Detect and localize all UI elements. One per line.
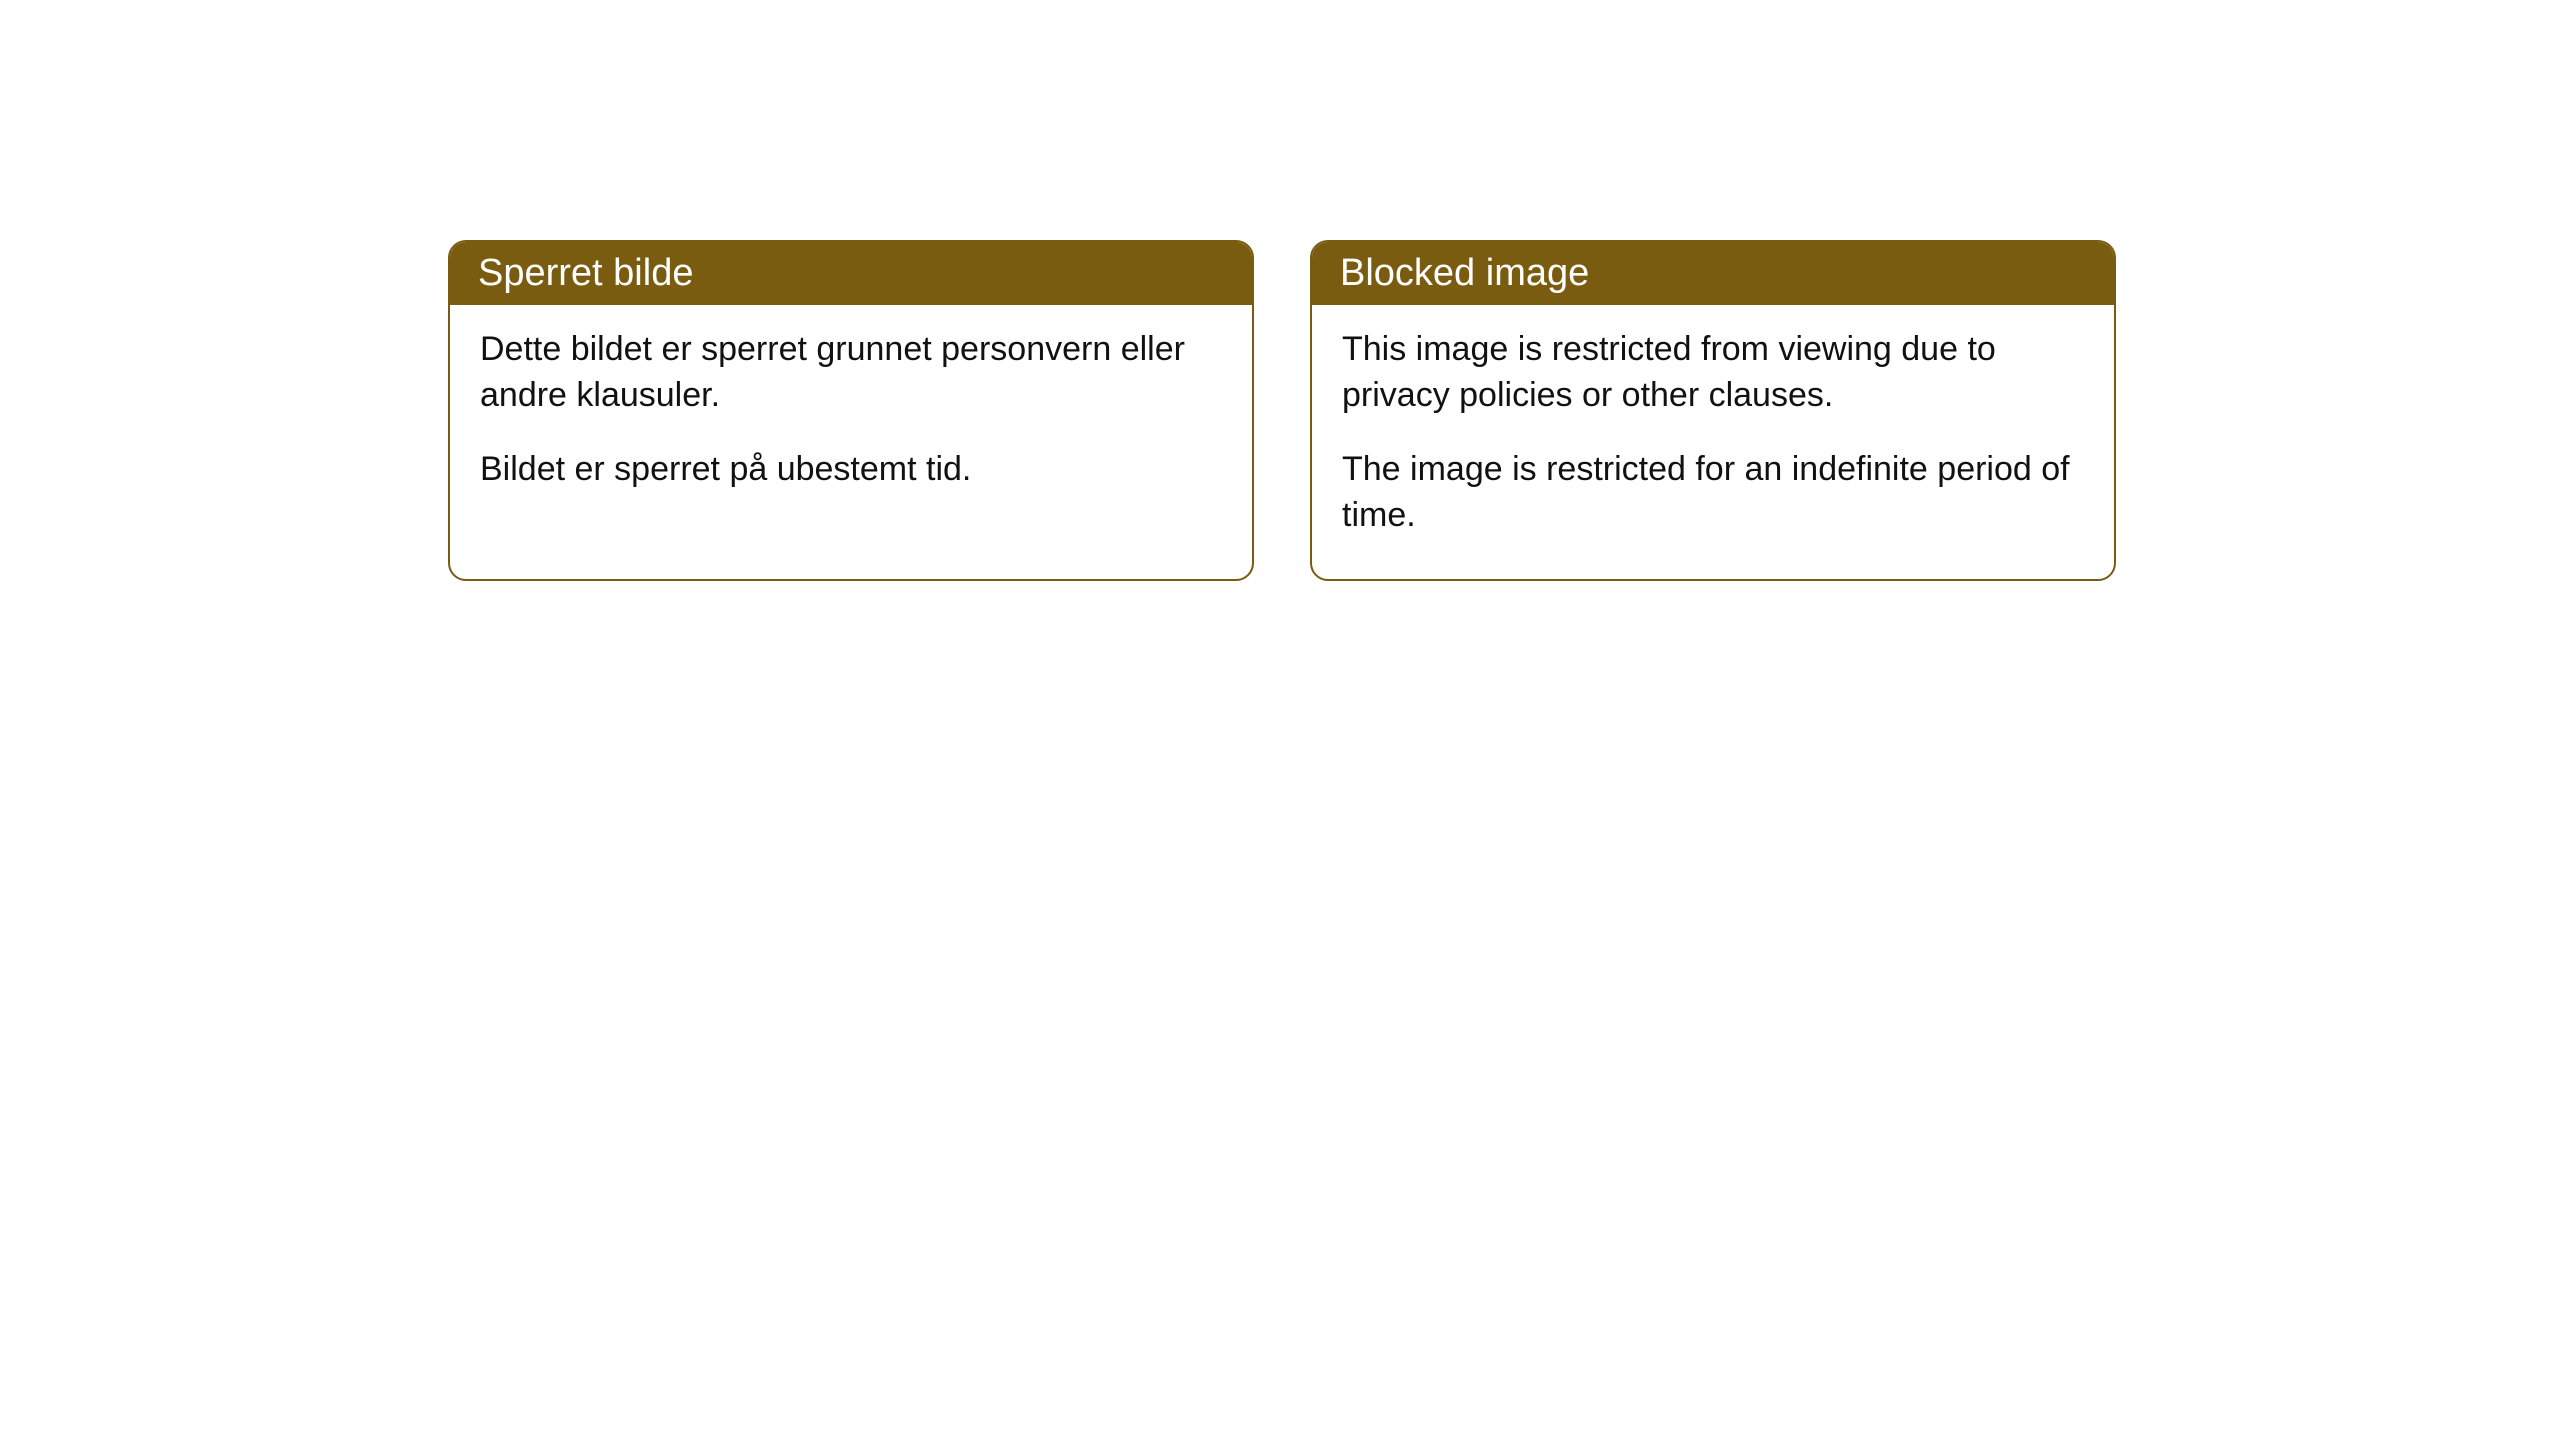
- notice-body-norwegian: Dette bildet er sperret grunnet personve…: [450, 305, 1252, 533]
- notice-header-norwegian: Sperret bilde: [450, 242, 1252, 305]
- notice-card-english: Blocked image This image is restricted f…: [1310, 240, 2116, 581]
- notice-para1-english: This image is restricted from viewing du…: [1342, 327, 2084, 419]
- notice-para2-norwegian: Bildet er sperret på ubestemt tid.: [480, 447, 1222, 493]
- notice-header-english: Blocked image: [1312, 242, 2114, 305]
- notice-body-english: This image is restricted from viewing du…: [1312, 305, 2114, 579]
- notice-para2-english: The image is restricted for an indefinit…: [1342, 447, 2084, 539]
- notice-para1-norwegian: Dette bildet er sperret grunnet personve…: [480, 327, 1222, 419]
- notice-container: Sperret bilde Dette bildet er sperret gr…: [0, 0, 2560, 581]
- notice-card-norwegian: Sperret bilde Dette bildet er sperret gr…: [448, 240, 1254, 581]
